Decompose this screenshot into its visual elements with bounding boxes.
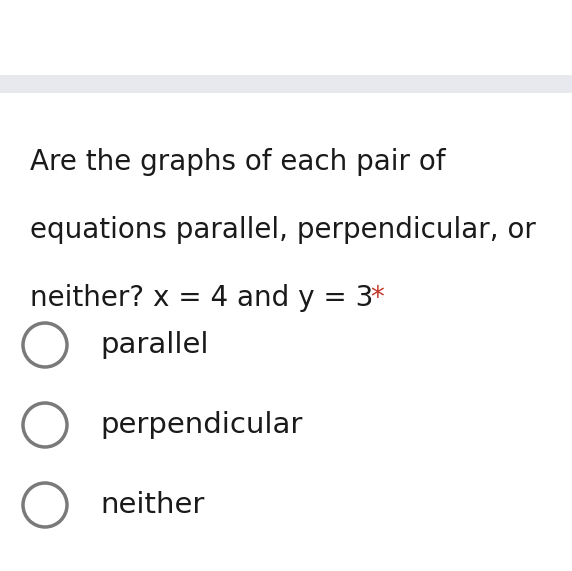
Text: Are the graphs of each pair of: Are the graphs of each pair of xyxy=(30,148,446,176)
Text: equations parallel, perpendicular, or: equations parallel, perpendicular, or xyxy=(30,216,536,244)
Bar xyxy=(0,75,572,93)
Circle shape xyxy=(23,403,67,447)
Text: neither? x = 4 and y = 3: neither? x = 4 and y = 3 xyxy=(30,284,382,312)
Circle shape xyxy=(23,483,67,527)
Circle shape xyxy=(23,323,67,367)
Text: perpendicular: perpendicular xyxy=(100,411,303,439)
Text: *: * xyxy=(370,284,384,312)
Text: parallel: parallel xyxy=(100,331,209,359)
Text: neither: neither xyxy=(100,491,204,519)
